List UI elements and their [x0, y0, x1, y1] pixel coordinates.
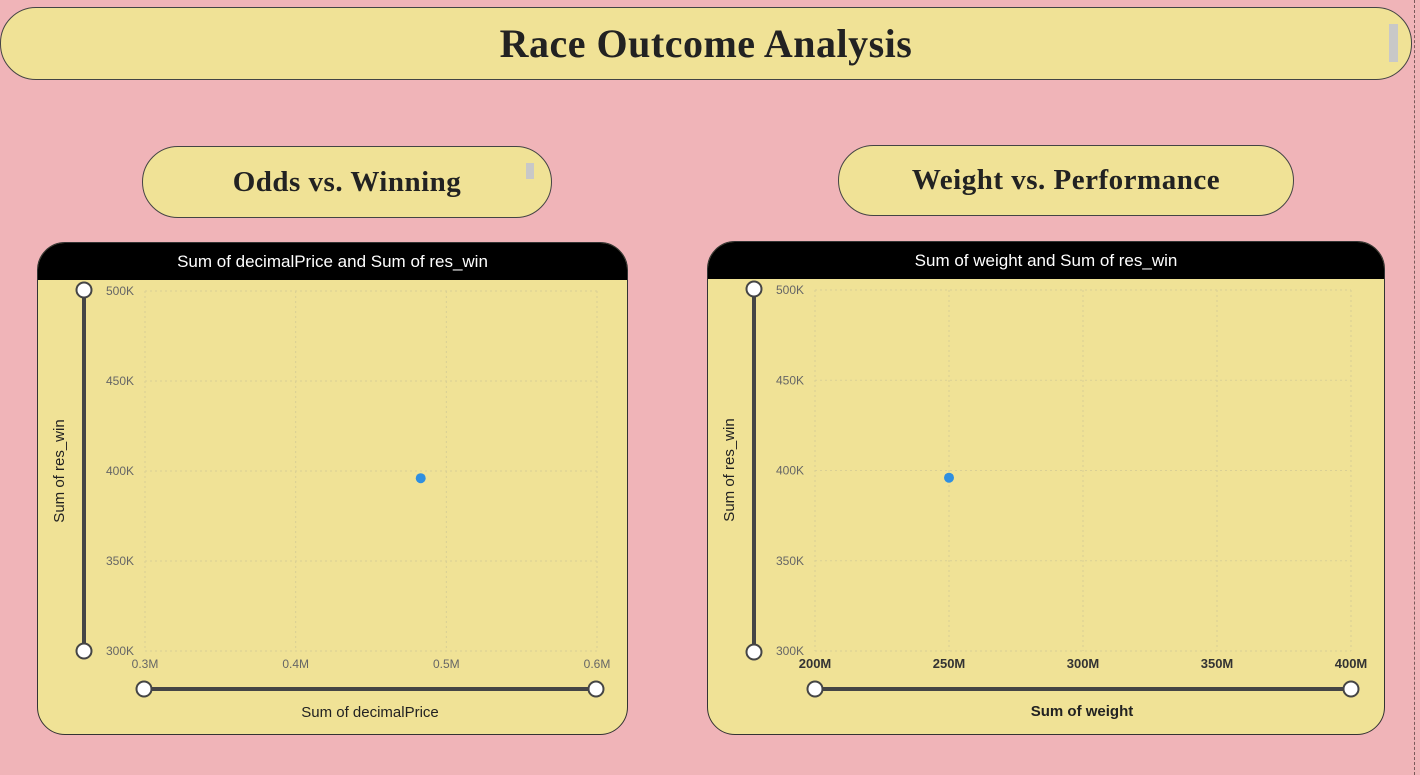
x-tick-label: 0.4M — [282, 657, 309, 671]
y-tick-label: 450K — [106, 374, 134, 388]
y-tick-label: 450K — [776, 373, 804, 387]
x-tick-label: 250M — [933, 656, 966, 671]
data-point[interactable] — [415, 473, 426, 484]
title-banner: Race Outcome Analysis — [0, 7, 1412, 80]
y-range-slider-handle-top[interactable] — [745, 280, 763, 298]
y-tick-label: 350K — [776, 554, 804, 568]
x-tick-label: 300M — [1067, 656, 1100, 671]
x-axis-title: Sum of weight — [1031, 703, 1134, 720]
x-tick-label: 400M — [1335, 656, 1368, 671]
y-tick-label: 400K — [106, 464, 134, 478]
x-range-slider-handle-right[interactable] — [587, 680, 605, 698]
data-point[interactable] — [944, 472, 954, 483]
y-axis-title: Sum of res_win — [51, 419, 68, 522]
y-range-slider-handle-bottom[interactable] — [745, 643, 763, 661]
page-edge-guide — [1414, 0, 1415, 775]
x-tick-label: 350M — [1201, 656, 1234, 671]
chart-title-text: Sum of decimalPrice and Sum of res_win — [177, 251, 488, 271]
y-tick-label: 500K — [776, 283, 804, 297]
y-range-slider-handle-top[interactable] — [75, 281, 93, 299]
y-tick-label: 350K — [106, 554, 134, 568]
chart-title: Sum of decimalPrice and Sum of res_win — [38, 243, 627, 280]
scroll-indicator-small[interactable] — [526, 163, 534, 179]
y-tick-label: 400K — [776, 464, 804, 478]
scroll-indicator[interactable] — [1389, 24, 1398, 62]
section-title-odds-text: Odds vs. Winning — [232, 165, 462, 198]
x-range-slider-handle-left[interactable] — [806, 680, 824, 698]
chart-weight-vs-performance[interactable]: Sum of weight and Sum of res_win 300K 350… — [707, 241, 1385, 735]
section-title-weight-text: Weight vs. Performance — [911, 164, 1221, 196]
x-tick-label: 200M — [799, 656, 832, 671]
y-range-slider-handle-bottom[interactable] — [75, 642, 93, 660]
y-tick-label: 500K — [106, 284, 134, 298]
chart-title: Sum of weight and Sum of res_win — [708, 242, 1384, 279]
section-title-weight: Weight vs. Performance — [838, 145, 1294, 216]
y-axis-title: Sum of res_win — [721, 418, 738, 521]
chart-title-text: Sum of weight and Sum of res_win — [914, 250, 1178, 270]
x-tick-label: 0.3M — [132, 657, 159, 671]
x-range-slider-handle-left[interactable] — [135, 680, 153, 698]
x-tick-label: 0.6M — [584, 657, 611, 671]
x-axis-title: Sum of decimalPrice — [301, 704, 439, 721]
y-tick-label: 300K — [106, 644, 134, 658]
x-tick-label: 0.5M — [433, 657, 460, 671]
section-title-odds: Odds vs. Winning — [142, 146, 552, 218]
x-range-slider-handle-right[interactable] — [1342, 680, 1360, 698]
page-title: Race Outcome Analysis — [499, 21, 913, 66]
scatter-plot-weight[interactable]: 300K 350K 400K 450K 500K 200M 250M 300M 350M 400M… — [708, 242, 1385, 735]
y-tick-label: 300K — [776, 644, 804, 658]
chart-odds-vs-winning[interactable]: Sum of decimalPrice and Sum of res_win 3… — [37, 242, 628, 735]
